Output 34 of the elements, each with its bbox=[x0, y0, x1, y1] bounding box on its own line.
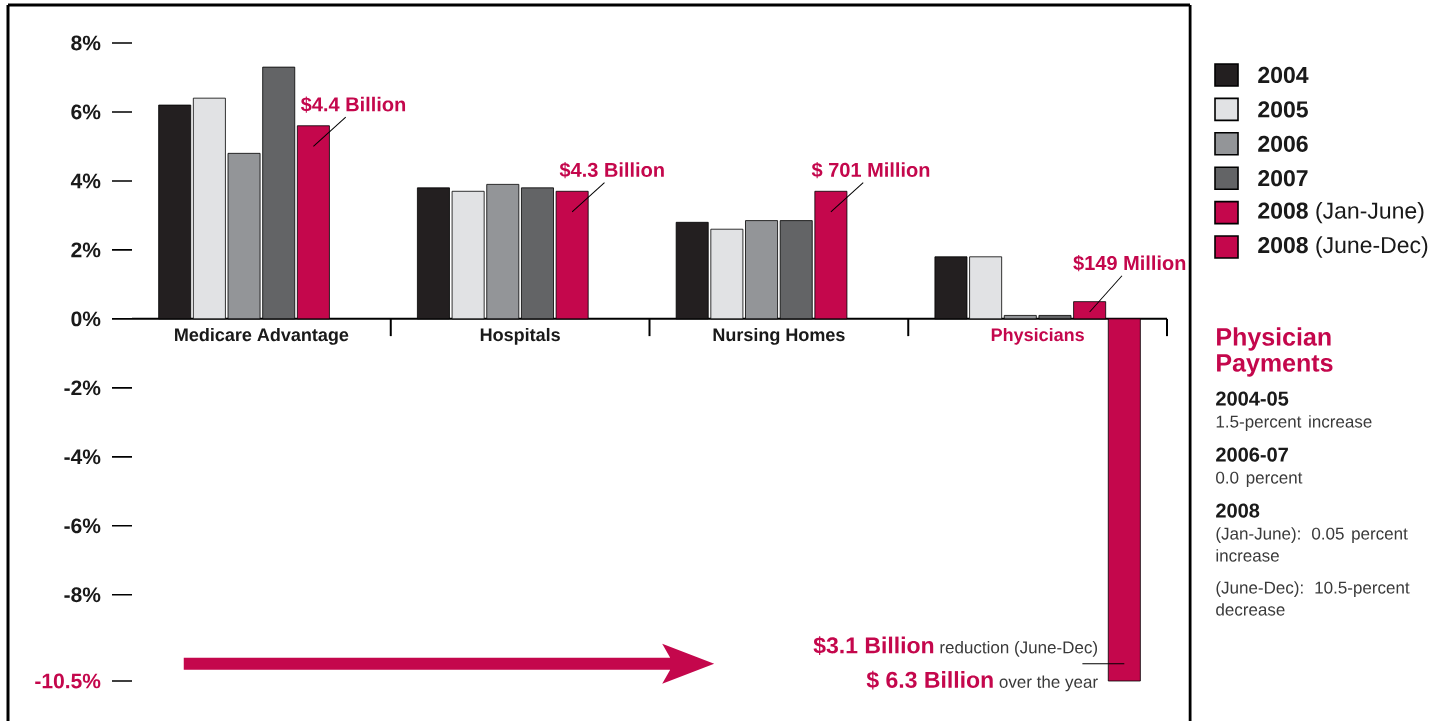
text: 2006-07 bbox=[1216, 447, 1288, 462]
y-tick-label: -8% bbox=[64, 587, 101, 603]
text: 2004-05 bbox=[1216, 391, 1289, 406]
y-tick-label: 2% bbox=[71, 242, 101, 258]
text: 2008 bbox=[1216, 503, 1260, 518]
annotation: $149 Million bbox=[1073, 255, 1186, 272]
legend-label: 2007 bbox=[1258, 170, 1308, 187]
annotation: $4.4 Billion bbox=[300, 96, 406, 113]
y-tick-label: -4% bbox=[64, 449, 101, 465]
x-tick-label: Hospitals bbox=[480, 327, 560, 345]
y-tick-label: -10.5% bbox=[35, 673, 101, 689]
annotation: $ 701 Million bbox=[811, 161, 930, 179]
y-tick-label: 0% bbox=[71, 311, 101, 327]
legend-label: 2004 bbox=[1258, 66, 1309, 84]
legend-label: 2008 (Jan-June) bbox=[1258, 201, 1424, 224]
y-tick-label: -2% bbox=[64, 380, 101, 396]
annotation: $3.1 Billion reduction (June-Dec) bbox=[813, 636, 1098, 657]
legend-label: 2006 bbox=[1258, 135, 1308, 152]
annotation: $ 6.3 Billion over the year bbox=[866, 670, 1098, 692]
y-tick-label: 6% bbox=[71, 104, 101, 120]
y-tick-label: 4% bbox=[70, 173, 101, 189]
legend-label: 2008 (June-Dec) bbox=[1258, 236, 1428, 258]
x-tick-label: Medicare Advantage bbox=[175, 327, 349, 345]
x-tick-label: Physicians bbox=[991, 327, 1084, 345]
y-tick-label: -6% bbox=[64, 518, 101, 534]
annotation: $4.3 Billion bbox=[559, 161, 664, 179]
text: (Jan-June): 0.05 percent increase bbox=[1216, 527, 1408, 562]
text: Physician Payments bbox=[1217, 327, 1333, 377]
text: 0.0 percent bbox=[1216, 471, 1303, 488]
x-tick-label: Nursing Homes bbox=[713, 327, 845, 345]
legend-label: 2005 bbox=[1258, 101, 1308, 118]
y-tick-label: 8% bbox=[71, 35, 101, 51]
text: 1.5-percent increase bbox=[1216, 415, 1372, 432]
text: (June-Dec): 10.5-percent decrease bbox=[1216, 581, 1410, 616]
